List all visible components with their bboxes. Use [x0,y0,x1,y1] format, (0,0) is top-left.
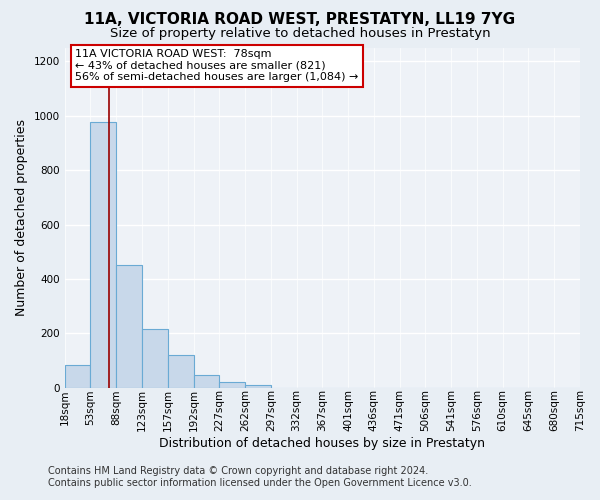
Bar [91,122,116,388]
Y-axis label: Number of detached properties: Number of detached properties [15,119,28,316]
Bar [168,355,193,388]
Bar [193,375,219,388]
Text: Contains HM Land Registry data © Crown copyright and database right 2024.
Contai: Contains HM Land Registry data © Crown c… [48,466,472,487]
Bar [245,385,271,388]
Bar [142,330,168,388]
Bar [116,266,142,388]
Text: Size of property relative to detached houses in Prestatyn: Size of property relative to detached ho… [110,28,490,40]
Text: 11A, VICTORIA ROAD WEST, PRESTATYN, LL19 7YG: 11A, VICTORIA ROAD WEST, PRESTATYN, LL19… [85,12,515,28]
X-axis label: Distribution of detached houses by size in Prestatyn: Distribution of detached houses by size … [160,437,485,450]
Bar [219,382,245,388]
Text: 11A VICTORIA ROAD WEST:  78sqm
← 43% of detached houses are smaller (821)
56% of: 11A VICTORIA ROAD WEST: 78sqm ← 43% of d… [75,49,358,82]
Bar [65,365,91,388]
